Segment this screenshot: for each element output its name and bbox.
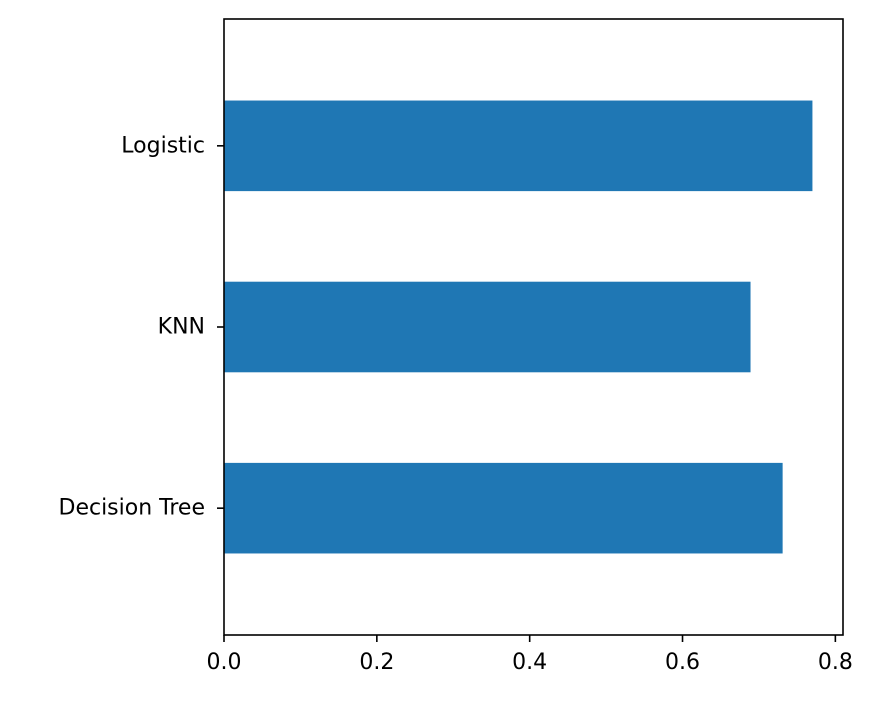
x-tick-label-3: 0.6 xyxy=(665,650,700,675)
bar-decision-tree xyxy=(224,462,783,554)
bars-group xyxy=(224,100,813,554)
x-tick-label-2: 0.4 xyxy=(512,650,547,675)
x-tick-label-0: 0.0 xyxy=(207,650,242,675)
bar-logistic xyxy=(224,100,813,192)
bar-knn xyxy=(224,281,751,373)
y-tick-label-decision-tree: Decision Tree xyxy=(59,496,206,521)
y-axis-ticks: Decision Tree KNN Logistic xyxy=(59,133,224,521)
x-axis-ticks: 0.0 0.2 0.4 0.6 0.8 xyxy=(207,635,853,675)
x-tick-label-1: 0.2 xyxy=(359,650,394,675)
y-tick-label-knn: KNN xyxy=(158,315,205,340)
y-tick-label-logistic: Logistic xyxy=(121,133,205,158)
x-tick-label-4: 0.8 xyxy=(818,650,853,675)
plot-area-frame xyxy=(223,18,844,636)
